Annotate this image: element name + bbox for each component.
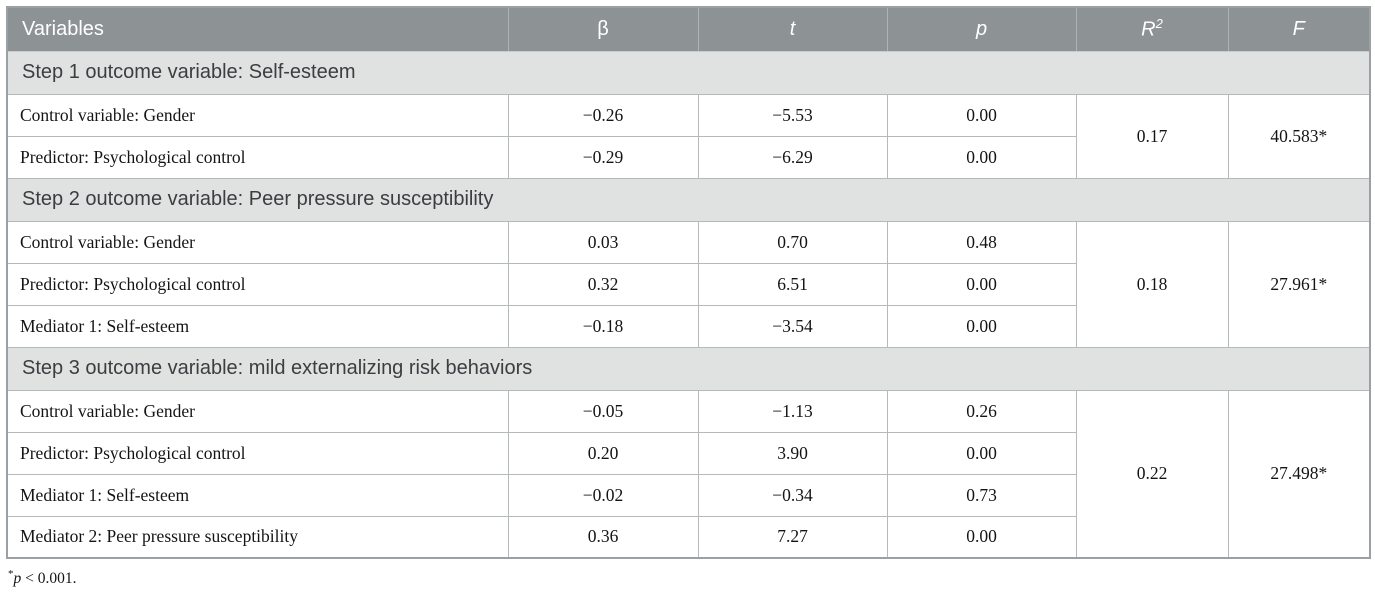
section-header-step1: Step 1 outcome variable: Self-esteem <box>6 50 1371 95</box>
p-cell: 0.48 <box>886 220 1077 264</box>
col-header-variables: Variables <box>7 7 508 52</box>
r-squared-base: R <box>1141 19 1156 42</box>
p-cell: 0.00 <box>886 262 1077 306</box>
beta-cell: −0.26 <box>507 93 699 137</box>
table-row: Control variable: Gender 0.03 0.70 0.48 … <box>6 220 1371 348</box>
footnote-text: < 0.001. <box>21 570 77 588</box>
t-cell: −5.53 <box>697 93 888 137</box>
beta-cell: −0.02 <box>507 473 699 517</box>
p-cell: 0.00 <box>886 93 1077 137</box>
t-cell: −0.34 <box>697 473 888 517</box>
col-header-t: t <box>697 7 887 52</box>
t-cell: −1.13 <box>697 389 888 433</box>
beta-cell: 0.36 <box>507 515 699 559</box>
footnote-p-symbol: p <box>13 570 22 588</box>
header-row: Variables β t p R2 F <box>7 7 1370 52</box>
t-cell: −3.54 <box>697 304 888 348</box>
footnote: *p < 0.001. <box>8 568 1369 588</box>
f-cell: 27.961* <box>1227 220 1371 348</box>
r-squared-cell: 0.22 <box>1075 389 1229 559</box>
section-title: Step 1 outcome variable: Self-esteem <box>6 50 1371 95</box>
t-cell: −6.29 <box>697 135 888 179</box>
p-cell: 0.26 <box>886 389 1077 433</box>
variable-cell: Mediator 1: Self-esteem <box>6 473 509 517</box>
table-row: Mediator 2: Peer pressure susceptibility… <box>6 515 1370 559</box>
t-cell: 7.27 <box>697 515 888 559</box>
f-cell: 40.583* <box>1227 93 1371 179</box>
table-row: Predictor: Psychological control −0.29 −… <box>6 135 1370 179</box>
section-title: Step 2 outcome variable: Peer pressure s… <box>6 177 1371 222</box>
beta-cell: 0.03 <box>507 220 699 264</box>
table-row: Control variable: Gender −0.05 −1.13 0.2… <box>6 389 1371 559</box>
section-header-step2: Step 2 outcome variable: Peer pressure s… <box>6 177 1371 222</box>
table-row: Mediator 1: Self-esteem −0.18 −3.54 0.00 <box>6 304 1370 348</box>
variable-cell: Mediator 1: Self-esteem <box>6 304 509 348</box>
beta-cell: −0.29 <box>507 135 699 179</box>
f-cell: 27.498* <box>1227 389 1371 559</box>
variable-cell: Control variable: Gender <box>6 220 509 264</box>
table-row: Predictor: Psychological control 0.20 3.… <box>6 431 1370 475</box>
beta-cell: −0.18 <box>507 304 699 348</box>
footnote-asterisk: * <box>8 568 14 580</box>
variable-cell: Predictor: Psychological control <box>6 135 509 179</box>
regression-table: Variables β t p R2 F Step 1 outcome vari… <box>6 6 1371 559</box>
r-squared-exponent: 2 <box>1155 16 1163 32</box>
table-row: Control variable: Gender −0.26 −5.53 0.0… <box>6 93 1371 179</box>
variable-cell: Predictor: Psychological control <box>6 431 509 475</box>
t-cell: 0.70 <box>697 220 888 264</box>
col-header-f: F <box>1227 7 1370 52</box>
p-cell: 0.00 <box>886 515 1077 559</box>
t-cell: 6.51 <box>697 262 888 306</box>
p-cell: 0.00 <box>886 431 1077 475</box>
col-header-beta: β <box>507 7 698 52</box>
r-squared-cell: 0.18 <box>1075 220 1229 348</box>
variable-cell: Mediator 2: Peer pressure susceptibility <box>6 515 509 559</box>
p-cell: 0.73 <box>886 473 1077 517</box>
beta-cell: −0.05 <box>507 389 699 433</box>
p-cell: 0.00 <box>886 135 1077 179</box>
section-title: Step 3 outcome variable: mild externaliz… <box>6 346 1371 391</box>
t-cell: 3.90 <box>697 431 888 475</box>
beta-cell: 0.32 <box>507 262 699 306</box>
r-squared-cell: 0.17 <box>1075 93 1229 179</box>
beta-cell: 0.20 <box>507 431 699 475</box>
p-cell: 0.00 <box>886 304 1077 348</box>
variable-cell: Control variable: Gender <box>6 389 509 433</box>
section-header-step3: Step 3 outcome variable: mild externaliz… <box>6 346 1371 391</box>
variable-cell: Control variable: Gender <box>6 93 509 137</box>
col-header-r-squared: R2 <box>1075 7 1228 52</box>
table-row: Predictor: Psychological control 0.32 6.… <box>6 262 1370 306</box>
variable-cell: Predictor: Psychological control <box>6 262 509 306</box>
col-header-p: p <box>886 7 1076 52</box>
